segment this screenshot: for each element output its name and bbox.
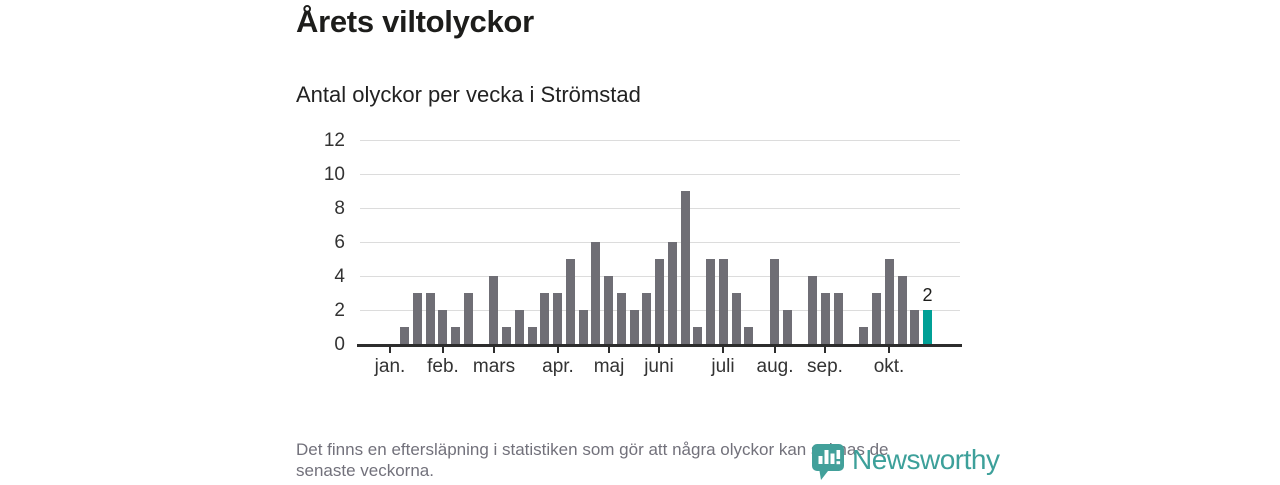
x-tick-juni (658, 347, 660, 353)
bar-week-8 (489, 276, 499, 344)
x-tick-label-jan: jan. (374, 356, 406, 377)
bar-week-11 (527, 327, 537, 344)
y-tick-label-0: 0 (334, 334, 345, 355)
bar-week-5 (451, 327, 461, 344)
bar-week-28 (744, 327, 754, 344)
footer-note: Det finns en eftersläpning i statistiken… (296, 440, 888, 481)
bar-week-34 (820, 293, 830, 344)
x-tick-apr (557, 347, 559, 353)
x-tick-sep (824, 347, 826, 353)
bar-week-6 (463, 293, 473, 344)
bar-week-26 (718, 259, 728, 344)
gridline-y-6 (360, 242, 960, 243)
newsworthy-bubble-chart-icon (812, 444, 845, 485)
footer-note-line2: senaste veckorna. (296, 460, 434, 480)
bar-week-41 (910, 310, 920, 344)
bar-week-16 (591, 242, 601, 344)
bar-week-4 (438, 310, 448, 344)
gridline-y-10 (360, 174, 960, 175)
gridline-y-12 (360, 140, 960, 141)
bar-week-35 (833, 293, 843, 344)
last-bar-value-label: 2 (922, 285, 933, 305)
x-tick-label-okt: okt. (873, 356, 905, 377)
gridline-y-8 (360, 208, 960, 209)
x-tick-label-aug: aug. (756, 356, 794, 377)
bar-week-12 (540, 293, 550, 344)
bar-week-3 (425, 293, 435, 344)
bar-week-23 (680, 191, 690, 344)
y-tick-label-10: 10 (323, 164, 345, 185)
bar-chart-plot-area: jan. feb. mars apr. maj juni juli aug. sep. okt. … (357, 140, 962, 377)
bar-week-19 (629, 310, 639, 344)
x-tick-maj (608, 347, 610, 353)
newsworthy-wordmark: Newsworthy (852, 444, 1000, 475)
bar-week-22 (667, 242, 677, 344)
bar-week-39 (884, 259, 894, 344)
x-tick-okt (888, 347, 890, 353)
bar-week-25 (706, 259, 716, 344)
x-tick-label-sep: sep. (807, 356, 843, 377)
footer-note-line1: Det finns en eftersläpning i statistiken… (296, 440, 889, 459)
bar-week-10 (514, 310, 524, 344)
x-tick-juli (722, 347, 724, 353)
y-tick-label-2: 2 (334, 300, 345, 321)
y-tick-label-8: 8 (334, 198, 345, 219)
bar-week-21 (655, 259, 665, 344)
bar-week-9 (502, 327, 512, 344)
x-tick-label-juni: juni (644, 356, 674, 377)
x-tick-label-mars: mars (472, 356, 516, 377)
x-tick-aug (774, 347, 776, 353)
y-tick-label-4: 4 (334, 266, 345, 287)
bar-week-27 (731, 293, 741, 344)
bar-week-31 (782, 310, 792, 344)
x-tick-mars (493, 347, 495, 353)
y-tick-label-12: 12 (323, 130, 345, 151)
x-tick-label-maj: maj (593, 356, 625, 377)
x-tick-jan (389, 347, 391, 353)
bar-week-20 (642, 293, 652, 344)
x-tick-label-feb: feb. (427, 356, 459, 377)
bar-week-33 (808, 276, 818, 344)
x-tick-feb (442, 347, 444, 353)
newsworthy-logo: Newsworthy (812, 442, 1012, 480)
x-tick-label-juli: juli (711, 356, 735, 377)
bar-week-2 (412, 293, 422, 344)
bar-week-14 (565, 259, 575, 344)
bar-week-30 (769, 259, 779, 344)
bar-week-37 (859, 327, 869, 344)
bar-week-13 (553, 293, 563, 344)
bar-week-15 (578, 310, 588, 344)
bar-week-40 (897, 276, 907, 344)
page-title: Årets viltolyckor (296, 4, 534, 39)
chart-subtitle: Antal olyckor per vecka i Strömstad (296, 82, 641, 107)
bar-week-38 (872, 293, 881, 344)
bar-week-24 (693, 327, 703, 344)
bar-week-18 (616, 293, 626, 344)
y-tick-label-6: 6 (334, 232, 345, 253)
x-tick-label-apr: apr. (542, 356, 574, 377)
x-axis-line (357, 344, 962, 347)
bar-week-17 (604, 276, 614, 344)
bar-week-42-highlighted (923, 310, 933, 344)
bar-week-1 (400, 327, 409, 344)
